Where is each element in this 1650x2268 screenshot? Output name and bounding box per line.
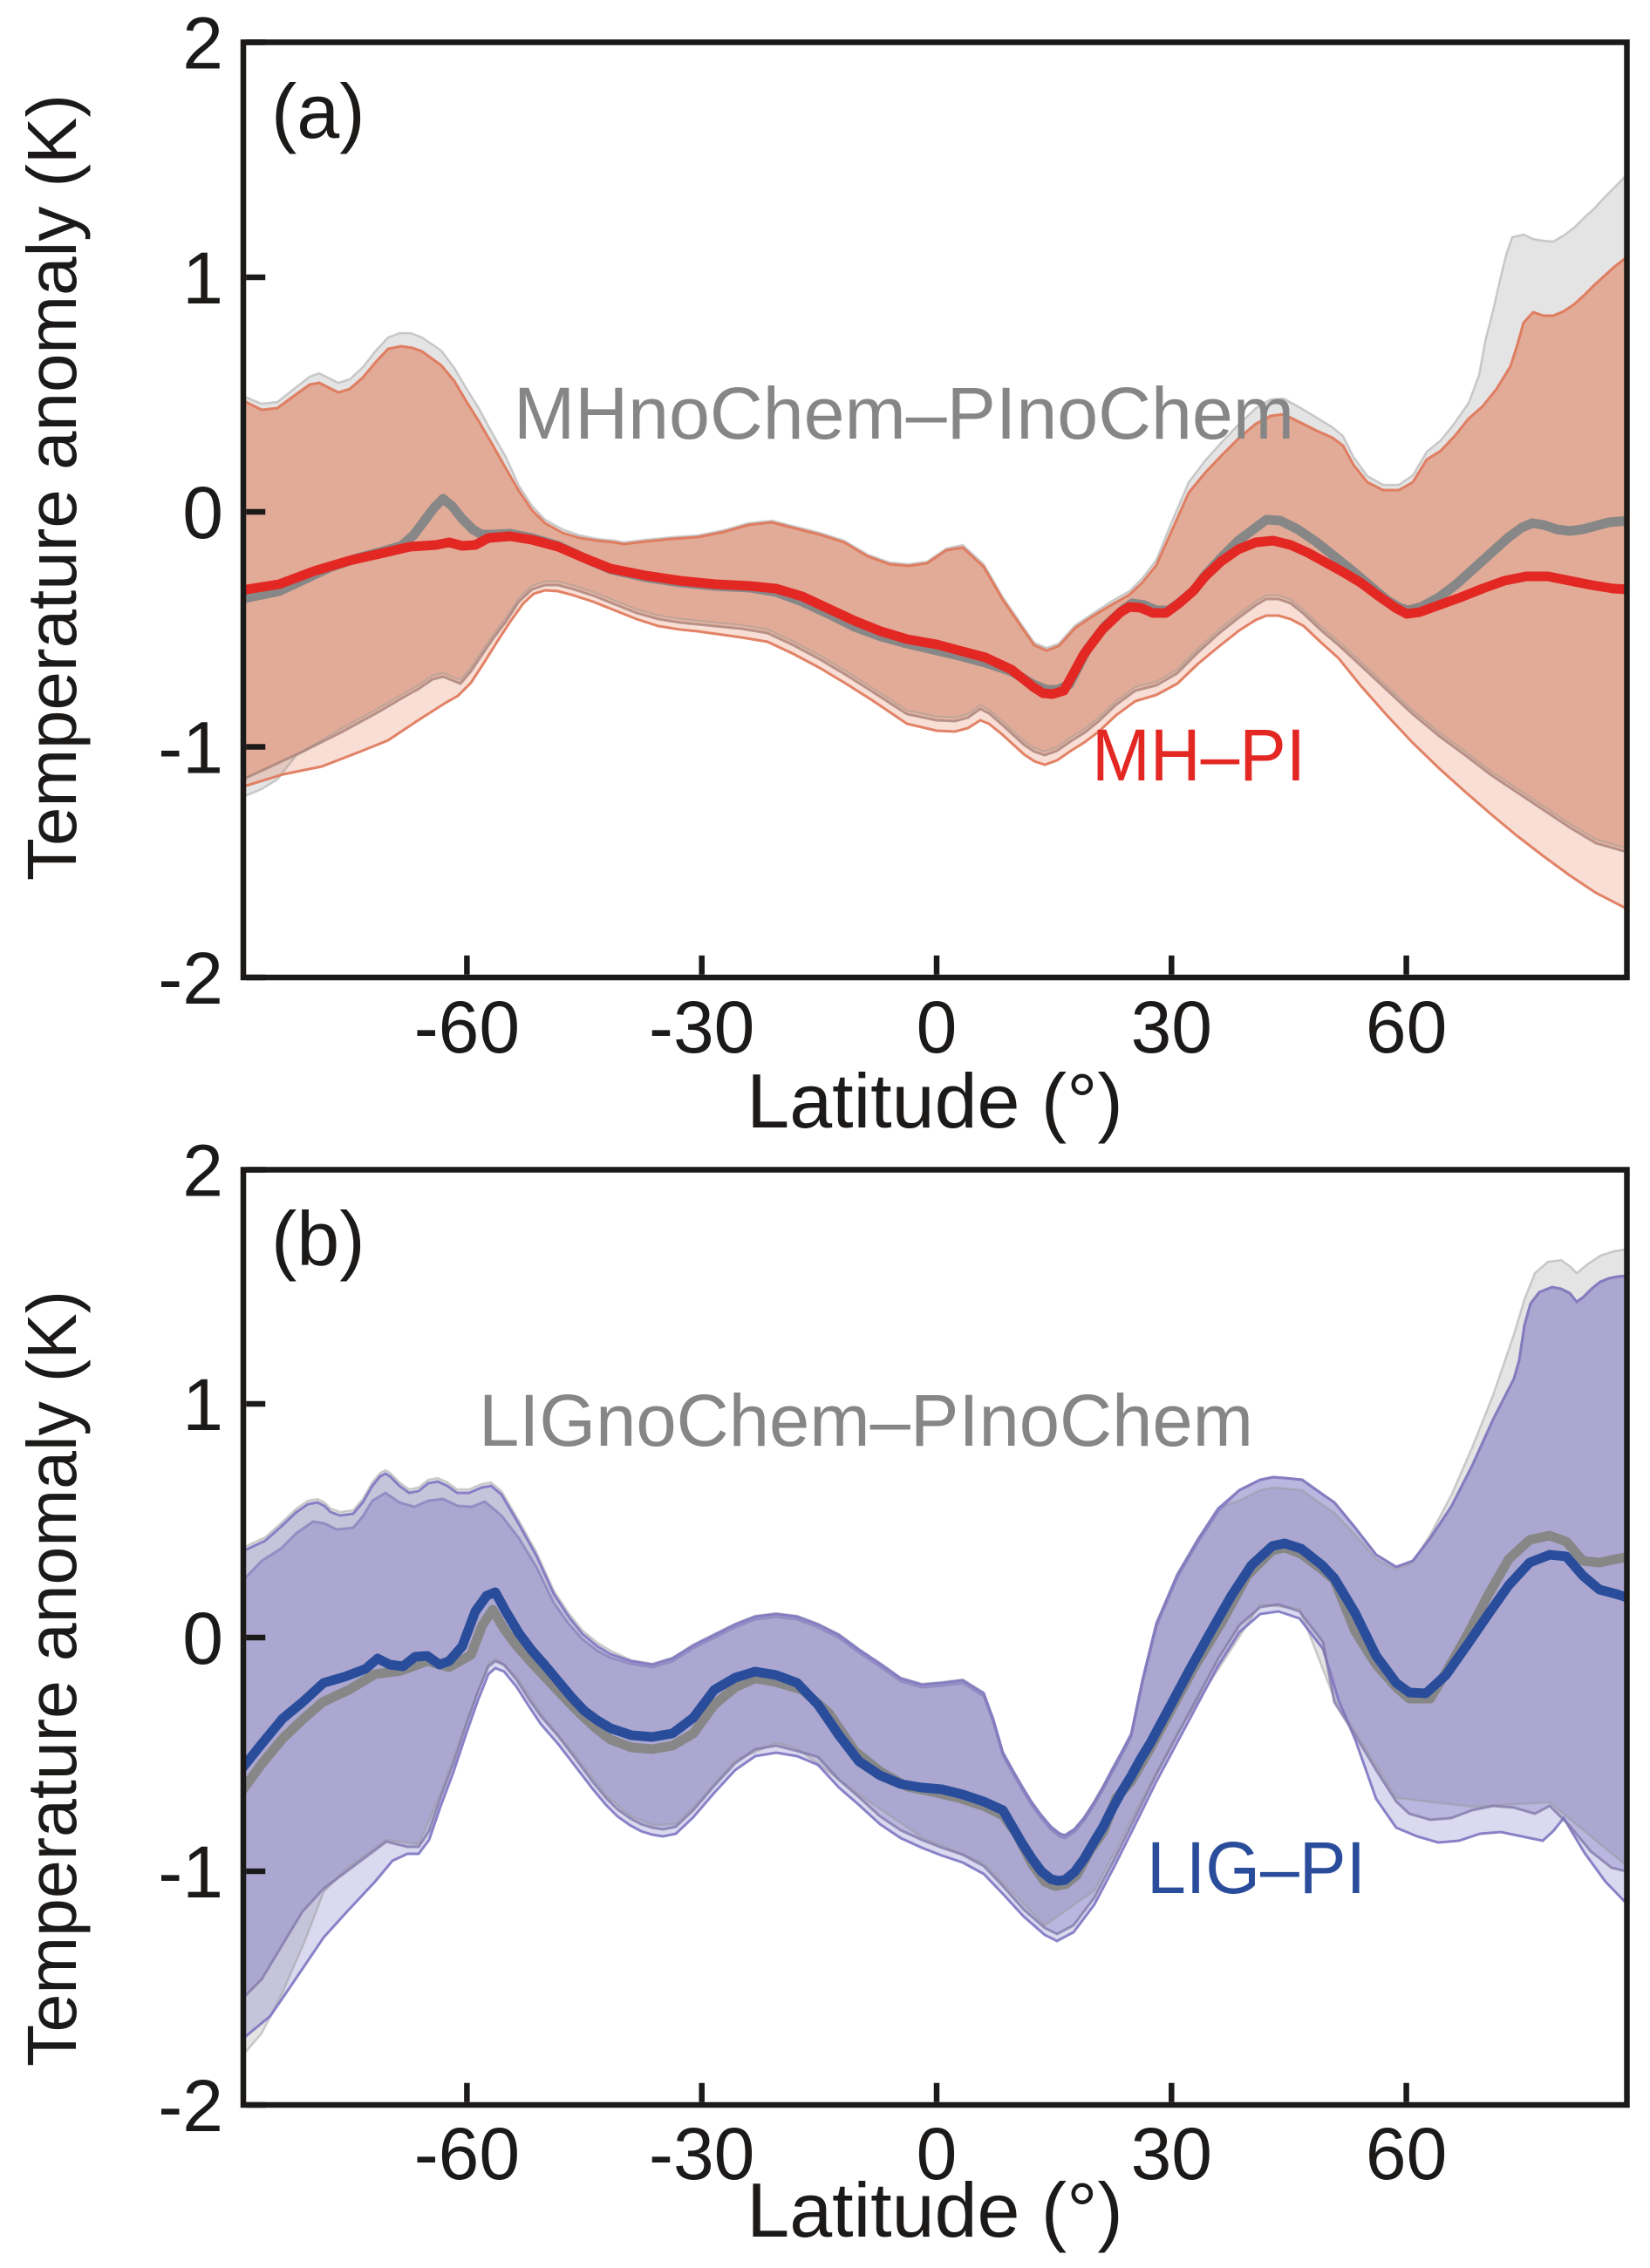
svg-text:-60: -60: [414, 2113, 520, 2195]
svg-text:-2: -2: [158, 937, 223, 1019]
svg-text:2: 2: [182, 1130, 223, 1212]
svg-text:-2: -2: [158, 2065, 223, 2147]
svg-text:-60: -60: [414, 986, 520, 1068]
svg-text:-30: -30: [649, 2113, 754, 2195]
svg-text:0: 0: [917, 2113, 958, 2195]
svg-text:60: 60: [1366, 2113, 1447, 2195]
svg-text:0: 0: [917, 986, 958, 1068]
svg-text:MH–PI: MH–PI: [1092, 714, 1306, 796]
svg-text:30: 30: [1131, 2113, 1212, 2195]
svg-text:-1: -1: [158, 1831, 223, 1913]
svg-text:Temperature anomaly (K): Temperature anomaly (K): [13, 94, 91, 881]
svg-text:30: 30: [1131, 986, 1212, 1068]
svg-text:(a): (a): [271, 68, 365, 154]
svg-text:(b): (b): [271, 1195, 365, 1282]
svg-text:LIG–PI: LIG–PI: [1147, 1827, 1366, 1909]
svg-text:Temperature anomaly (K): Temperature anomaly (K): [13, 1291, 91, 2067]
svg-text:0: 0: [182, 472, 223, 554]
svg-text:-1: -1: [158, 707, 223, 789]
svg-text:-30: -30: [649, 986, 754, 1068]
svg-text:60: 60: [1366, 986, 1447, 1068]
svg-text:Latitude (°): Latitude (°): [747, 1058, 1122, 1144]
svg-text:Latitude (°): Latitude (°): [747, 2167, 1122, 2253]
svg-text:MHnoChem–PInoChem: MHnoChem–PInoChem: [514, 372, 1294, 454]
svg-text:2: 2: [182, 3, 223, 85]
svg-text:1: 1: [182, 237, 223, 319]
svg-text:0: 0: [182, 1597, 223, 1679]
svg-text:1: 1: [182, 1364, 223, 1446]
svg-text:LIGnoChem–PInoChem: LIGnoChem–PInoChem: [479, 1379, 1253, 1461]
